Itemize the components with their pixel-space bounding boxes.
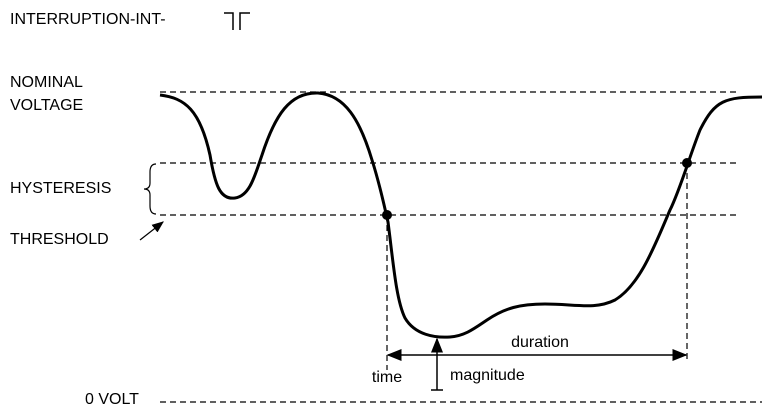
hysteresis-label: HYSTERESIS [10,180,111,197]
threshold-arrow [139,221,164,241]
magnitude-label: magnitude [450,367,525,384]
voltage-curve [159,91,763,339]
brace [143,163,157,215]
nominal-label: VOLTAGE [10,97,83,114]
nominal-label: NOMINAL [10,74,83,91]
threshold-label: THRESHOLD [10,231,109,248]
zero-label: 0 VOLT [85,391,139,407]
title: INTERRUPTION-INT- [10,11,166,28]
pulse-symbol [224,12,250,30]
time-label: time [372,369,402,386]
duration-label: duration [511,334,569,351]
